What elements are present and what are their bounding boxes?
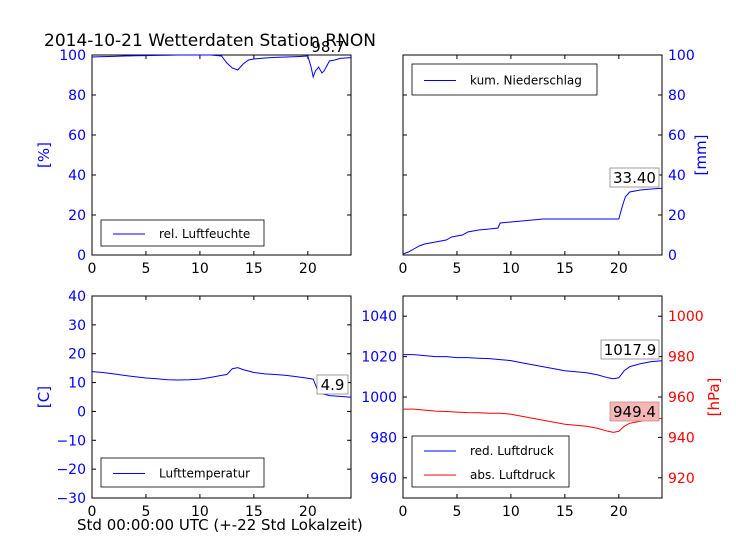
pressure-xtick-label: 15 <box>556 504 574 520</box>
precipitation-xtick-label: 0 <box>399 261 408 277</box>
pressure-legend-label-1: abs. Luftdruck <box>470 468 555 482</box>
pressure-ytick-label: 1040 <box>361 309 397 325</box>
temperature-ytick-label: 30 <box>68 318 86 334</box>
pressure-ytick-label: 1000 <box>361 390 397 406</box>
temperature-ytick-label: −20 <box>56 462 86 478</box>
temperature-ytick-label: 10 <box>68 376 86 392</box>
pressure-legend-box <box>411 435 570 488</box>
temperature-xtick-label: 20 <box>299 504 317 520</box>
temperature-series-line-0 <box>91 367 352 398</box>
pressure-annotation-label-right: 949.4 <box>613 403 656 421</box>
pressure-ytick-label: 980 <box>370 430 397 446</box>
humidity-xtick-label: 10 <box>191 261 209 277</box>
pressure-ytick-label-right: 1000 <box>668 309 704 325</box>
humidity-ytick-label: 0 <box>77 248 86 264</box>
precipitation-xtick-label: 20 <box>610 261 628 277</box>
temperature-annotation-label: 4.9 <box>321 376 345 394</box>
pressure-ytick-label-right: 920 <box>668 471 695 487</box>
temperature-legend-box <box>100 457 265 488</box>
temperature-xtick-label: 10 <box>191 504 209 520</box>
precipitation-annotation-label: 33.40 <box>613 169 656 187</box>
humidity-xtick-label: 15 <box>245 261 263 277</box>
humidity-ytick-label: 100 <box>59 48 86 64</box>
humidity-xtick-label: 0 <box>88 261 97 277</box>
humidity-series-line-0 <box>91 54 352 79</box>
temperature-ytick-label: −30 <box>56 491 86 507</box>
humidity-ytick-label: 40 <box>68 168 86 184</box>
precipitation-ytick-label: 100 <box>668 48 695 64</box>
precipitation-ytick-label: 20 <box>668 208 686 224</box>
humidity-y-axis-label: [%] <box>35 142 53 168</box>
temperature-ytick-label: 40 <box>68 289 86 305</box>
pressure-annotation-box-right <box>609 401 660 422</box>
x-axis-label: Std 00:00:00 UTC (+-22 Std Lokalzeit) <box>77 516 363 534</box>
temperature-legend-label-0: Lufttemperatur <box>159 467 250 481</box>
pressure-xtick-label: 5 <box>452 504 461 520</box>
temperature-annotation-box <box>316 374 349 395</box>
precipitation-ytick-label: 80 <box>668 88 686 104</box>
pressure-xtick-label: 0 <box>399 504 408 520</box>
pressure-ytick-label-right: 960 <box>668 390 695 406</box>
figure-title: 2014-10-21 Wetterdaten Station RNON <box>44 31 376 51</box>
pressure-annotation-label: 1017.9 <box>604 341 657 359</box>
pressure-y-axis-label-right: [hPa] <box>705 378 723 417</box>
humidity-xtick-label: 5 <box>141 261 150 277</box>
precipitation-legend-box <box>411 63 598 96</box>
precipitation-annotation-box <box>609 167 660 188</box>
precipitation-series-line-0 <box>402 187 663 255</box>
temperature-y-axis-label: [C] <box>35 386 53 408</box>
humidity-ytick-label: 20 <box>68 208 86 224</box>
humidity-legend-label-0: rel. Luftfeuchte <box>159 227 250 241</box>
humidity-xtick-label: 20 <box>299 261 317 277</box>
pressure-ytick-label: 960 <box>370 471 397 487</box>
temperature-xtick-label: 15 <box>245 504 263 520</box>
pressure-xtick-label: 20 <box>610 504 628 520</box>
precipitation-axes-frame <box>402 54 663 256</box>
precipitation-xtick-label: 15 <box>556 261 574 277</box>
precipitation-ytick-label: 60 <box>668 128 686 144</box>
precipitation-ytick-label: 0 <box>668 248 677 264</box>
humidity-annotation-label: 98.7 <box>311 38 344 56</box>
temperature-ytick-label: 20 <box>68 347 86 363</box>
pressure-annotation-box <box>600 339 660 360</box>
humidity-ytick-label: 80 <box>68 88 86 104</box>
humidity-ytick-label: 60 <box>68 128 86 144</box>
pressure-ytick-label-right: 940 <box>668 430 695 446</box>
pressure-ytick-label-right: 980 <box>668 350 695 366</box>
precipitation-xtick-label: 10 <box>502 261 520 277</box>
precipitation-legend-label-0: kum. Niederschlag <box>470 74 582 88</box>
temperature-xtick-label: 0 <box>88 504 97 520</box>
precipitation-xtick-label: 5 <box>452 261 461 277</box>
pressure-xtick-label: 10 <box>502 504 520 520</box>
pressure-series-line-0 <box>403 354 663 380</box>
humidity-axes-frame <box>91 54 352 256</box>
precipitation-ytick-label: 40 <box>668 168 686 184</box>
temperature-xtick-label: 5 <box>141 504 150 520</box>
pressure-legend-label-0: red. Luftdruck <box>470 444 554 458</box>
pressure-ytick-label: 1020 <box>361 350 397 366</box>
precipitation-y-axis-label: [mm] <box>692 135 710 176</box>
pressure-series-line-1 <box>403 408 663 433</box>
temperature-ytick-label: −10 <box>56 433 86 449</box>
humidity-legend-box <box>100 219 265 247</box>
temperature-ytick-label: 0 <box>77 404 86 420</box>
